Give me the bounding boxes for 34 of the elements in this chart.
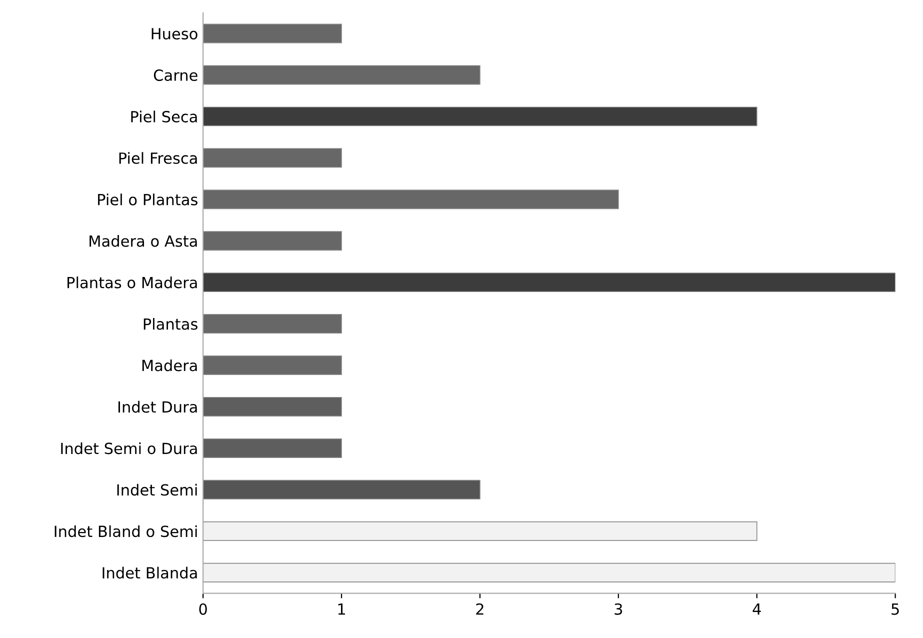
x-tick-label: 1 bbox=[338, 604, 345, 615]
bar bbox=[203, 272, 896, 292]
y-tick-label: Indet Semi o Dura bbox=[61, 442, 197, 454]
y-tick-label: Piel Fresca bbox=[119, 152, 197, 164]
y-tick-label: Indet Blanda bbox=[102, 566, 197, 579]
x-tick-label: 3 bbox=[614, 603, 622, 615]
bar bbox=[203, 190, 619, 210]
y-tick-label: Madera bbox=[142, 359, 197, 372]
y-tick-label: Plantas o Madera bbox=[68, 276, 197, 288]
y-tick-label: Hueso bbox=[152, 28, 198, 40]
y-tick-label: Plantas bbox=[144, 318, 198, 330]
bar bbox=[203, 65, 480, 85]
x-tick-label: 5 bbox=[892, 604, 899, 615]
x-tick-label: 0 bbox=[199, 603, 207, 615]
bar bbox=[203, 148, 342, 168]
y-tick-label: Carne bbox=[154, 69, 198, 81]
y-tick-label: Indet Semi bbox=[117, 484, 197, 496]
y-tick-label: Indet Dura bbox=[118, 400, 197, 413]
bar bbox=[203, 438, 342, 458]
bar bbox=[203, 562, 896, 582]
x-tick-label: 2 bbox=[476, 603, 484, 615]
y-tick-label: Piel Seca bbox=[131, 110, 197, 122]
bar bbox=[203, 396, 342, 416]
y-tick-label: Madera o Asta bbox=[90, 235, 197, 247]
y-tick-label: Indet Bland o Semi bbox=[54, 525, 197, 538]
bar bbox=[203, 106, 758, 126]
bar bbox=[203, 231, 342, 251]
bar bbox=[203, 521, 758, 541]
x-tick-label: 4 bbox=[752, 604, 761, 615]
y-tick-label: Piel o Plantas bbox=[98, 194, 198, 206]
bar bbox=[203, 314, 342, 334]
bar bbox=[203, 24, 342, 44]
bar bbox=[203, 356, 342, 376]
bar bbox=[203, 480, 480, 500]
